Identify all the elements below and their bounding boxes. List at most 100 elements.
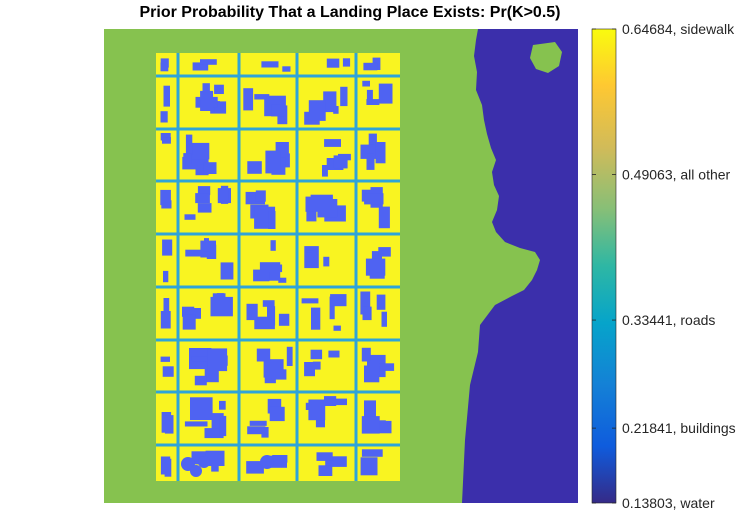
building: [378, 247, 391, 257]
road: [156, 390, 400, 394]
building: [366, 99, 380, 105]
building: [266, 264, 283, 273]
building: [247, 161, 262, 174]
building: [361, 347, 371, 362]
building: [369, 265, 385, 279]
building: [378, 206, 390, 229]
building: [330, 294, 347, 307]
road: [156, 443, 400, 447]
building: [308, 399, 326, 421]
building: [360, 457, 378, 476]
building: [202, 83, 210, 93]
building: [326, 58, 340, 68]
building: [263, 359, 284, 378]
building: [160, 111, 168, 123]
building: [195, 193, 210, 204]
building: [162, 366, 174, 377]
building: [246, 303, 258, 321]
building: [211, 462, 219, 472]
road: [156, 127, 400, 131]
building: [323, 256, 330, 267]
building: [340, 86, 348, 107]
building: [261, 61, 279, 68]
building: [210, 296, 233, 317]
building: [205, 450, 225, 466]
building: [190, 397, 213, 420]
building: [282, 66, 291, 72]
building: [360, 291, 371, 315]
building: [260, 455, 274, 469]
building: [362, 80, 370, 87]
building: [198, 456, 210, 468]
building: [342, 58, 351, 67]
building: [220, 262, 234, 280]
colorbar-tick-label: 0.33441, roads: [622, 312, 715, 328]
building: [318, 465, 333, 476]
building: [164, 415, 174, 434]
building: [219, 400, 226, 410]
building: [184, 214, 196, 220]
building: [162, 137, 171, 144]
building: [214, 84, 224, 94]
building: [185, 249, 202, 257]
building: [310, 349, 323, 360]
chart-title: Prior Probability That a Landing Place E…: [139, 4, 561, 21]
building: [305, 252, 313, 263]
road: [156, 232, 400, 236]
building: [333, 155, 348, 169]
building: [204, 428, 224, 439]
building: [184, 421, 208, 427]
building: [200, 59, 217, 65]
building: [243, 88, 254, 111]
building: [375, 142, 386, 164]
building: [220, 185, 229, 204]
road: [237, 53, 241, 481]
building: [278, 313, 290, 326]
building: [366, 89, 373, 102]
building: [305, 196, 321, 212]
building: [325, 456, 347, 467]
building: [361, 416, 380, 434]
building: [191, 142, 210, 160]
road: [156, 285, 400, 289]
building: [364, 365, 380, 383]
building: [249, 420, 267, 426]
building: [190, 465, 202, 477]
building: [311, 307, 321, 330]
building: [255, 190, 266, 202]
building: [192, 62, 209, 71]
building: [256, 348, 271, 362]
building: [246, 461, 264, 474]
building: [329, 296, 335, 320]
building: [361, 449, 383, 457]
building: [378, 420, 392, 434]
building: [160, 62, 169, 72]
building: [376, 294, 386, 310]
building: [160, 356, 170, 362]
building: [183, 308, 201, 319]
building: [363, 62, 378, 71]
building: [203, 162, 217, 174]
building: [162, 239, 173, 256]
building: [183, 153, 192, 164]
heatmap-image: [104, 29, 578, 503]
building: [160, 189, 171, 206]
building: [262, 300, 275, 307]
building: [185, 134, 193, 156]
building: [317, 199, 338, 218]
building: [272, 455, 288, 463]
building: [204, 238, 209, 252]
building: [333, 106, 339, 114]
building-footprints: [160, 57, 395, 477]
building: [269, 406, 285, 422]
water-region: [462, 29, 578, 503]
building: [267, 306, 276, 326]
building: [253, 269, 270, 282]
building: [261, 427, 269, 438]
building: [197, 203, 212, 213]
colorbar-tick-label: 0.49063, all other: [622, 167, 731, 183]
building: [378, 83, 393, 104]
building: [194, 375, 207, 386]
building: [160, 311, 171, 329]
